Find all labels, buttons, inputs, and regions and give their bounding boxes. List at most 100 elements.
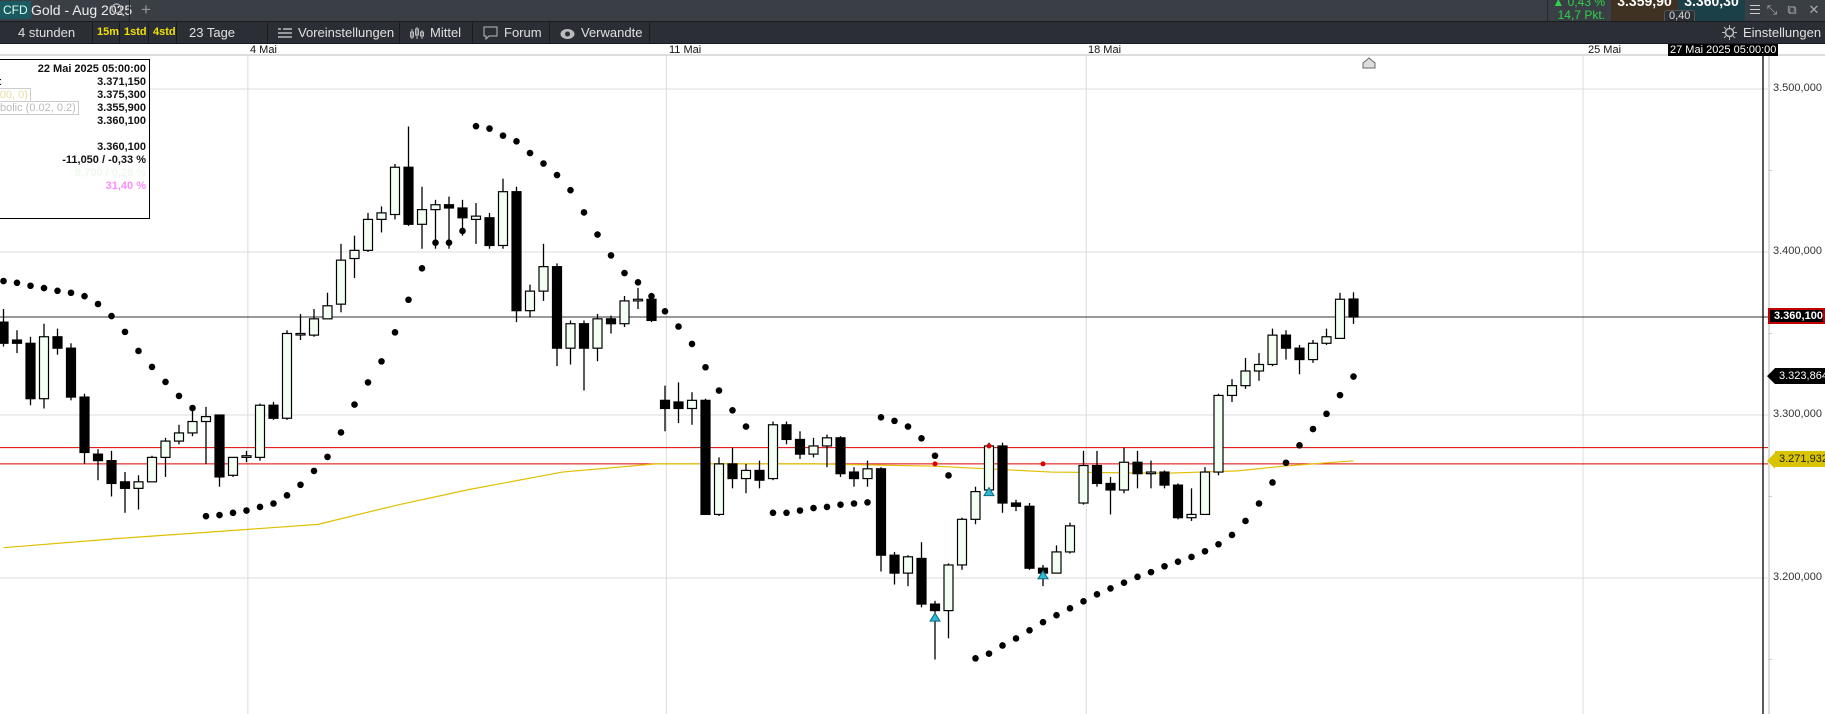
info-datetime: 22 Mai 2025 05:00:00: [37, 63, 146, 75]
candle-up: [1118, 461, 1130, 491]
sar-dot: [310, 467, 318, 475]
sar-dot: [1134, 573, 1141, 581]
sar-dot: [661, 308, 669, 315]
candle-up: [1051, 551, 1062, 574]
ma-value-tag: 3.271,932: [1775, 451, 1825, 467]
sar-dot: [891, 417, 898, 425]
sar-dot: [1188, 553, 1195, 561]
sar-dot: [972, 655, 979, 662]
sar-dot: [459, 227, 466, 235]
candle-up: [1307, 342, 1319, 361]
forum-button[interactable]: Forum: [473, 22, 550, 43]
gear-icon: [1722, 25, 1737, 40]
sar-tag-pointer: [1767, 368, 1775, 385]
candle-up: [308, 318, 320, 336]
period-select[interactable]: 4 stunden: [0, 22, 93, 43]
sar-dot: [1093, 591, 1101, 598]
sar-dot: [432, 239, 439, 247]
info-ma-label: (200, 0): [0, 88, 31, 102]
candle-up: [1267, 334, 1278, 366]
interval-4std[interactable]: 4std: [149, 22, 177, 43]
sar-dot: [1242, 517, 1249, 525]
sar-dot: [256, 503, 264, 511]
candle-up: [767, 424, 779, 480]
candle-up: [1321, 336, 1332, 344]
minimize-icon[interactable]: ⤡: [1766, 2, 1778, 17]
candle-up: [254, 404, 266, 458]
info-change: -11,050 / -0,33 %: [62, 154, 146, 166]
search-icon[interactable]: [110, 2, 126, 18]
candle-down: [106, 460, 117, 485]
instrument-title[interactable]: Gold - Aug 2025: [31, 2, 133, 18]
candle-up: [281, 332, 293, 419]
related-button[interactable]: Verwandte: [550, 22, 650, 43]
home-icon[interactable]: [1362, 57, 1376, 69]
title-bar: CFD Gold - Aug 2025 + ▲ 0,43 % 14,7 Pkt.…: [0, 0, 1825, 22]
candle-up: [1186, 513, 1197, 519]
sar-dot: [1080, 598, 1087, 605]
sar-dot: [1120, 579, 1128, 587]
sar-dot: [27, 282, 34, 290]
candle-up: [295, 332, 306, 336]
sar-dot: [270, 500, 277, 507]
info-open-label: :: [0, 76, 2, 88]
candle-up: [241, 455, 252, 458]
candle-down: [1024, 505, 1035, 569]
info-last: 3.360,100: [97, 141, 146, 153]
candle-up: [470, 215, 482, 220]
price-chart[interactable]: [0, 56, 1825, 714]
axis-label: 3.200,000: [1773, 571, 1822, 583]
candle-up: [862, 468, 873, 480]
candle-up: [160, 440, 171, 458]
sar-dot: [283, 492, 291, 499]
sliders-icon: [278, 27, 292, 38]
sar-dot: [1039, 618, 1047, 626]
candle-up: [38, 336, 50, 400]
popout-icon[interactable]: ⧉: [1787, 2, 1797, 17]
sar-dot: [40, 284, 48, 292]
sar-dot: [243, 507, 250, 514]
sar-dot: [675, 323, 682, 330]
candle-down: [92, 453, 104, 462]
close-icon[interactable]: ✕: [1808, 2, 1820, 17]
candle-down: [214, 414, 225, 478]
sar-dot: [1350, 373, 1357, 380]
candle-down: [794, 438, 806, 455]
interval-1std[interactable]: 1std: [120, 22, 149, 43]
crosshair-date-label: 27 Mai 2025 05:00:00: [1668, 44, 1779, 56]
sar-dot: [553, 171, 561, 179]
interval-15m[interactable]: 15m: [93, 22, 120, 43]
info-percent: 31,40 %: [105, 180, 146, 192]
bid-price-button[interactable]: 3.359,90: [1611, 0, 1678, 21]
range-select[interactable]: 23 Tage: [177, 22, 268, 43]
ma-tag-pointer: [1767, 452, 1775, 469]
sar-dot: [1323, 410, 1330, 418]
sar-dot: [931, 452, 939, 460]
ask-price: 3.360,30: [1684, 0, 1739, 9]
menu-icon[interactable]: [1750, 2, 1760, 17]
sar-dot: [108, 312, 115, 320]
sar-dot: [742, 423, 750, 430]
signal-arrow-icon: [983, 486, 995, 497]
candle-down: [484, 217, 495, 247]
candle-down: [443, 204, 455, 209]
sar-dot: [783, 509, 790, 517]
sar-dot: [594, 231, 601, 238]
sar-dot: [297, 481, 304, 489]
settings-button[interactable]: Einstellungen: [1722, 22, 1821, 43]
candle-up: [430, 204, 441, 211]
sar-value-tag: 3.323,864: [1775, 368, 1825, 384]
presets-button[interactable]: Voreinstellungen: [268, 22, 400, 43]
signal-dot: [932, 461, 938, 467]
candle-up: [335, 259, 347, 305]
new-tab-button[interactable]: +: [141, 0, 151, 19]
candle-down: [1159, 471, 1170, 486]
indicators-button[interactable]: Mittel: [400, 22, 473, 43]
sar-dot: [54, 287, 61, 295]
candle-up: [389, 166, 401, 216]
candle-up: [1226, 385, 1238, 397]
sar-dot: [162, 378, 169, 386]
candle-down: [1010, 502, 1022, 507]
sar-dot: [999, 642, 1006, 649]
sar-dot: [499, 132, 507, 139]
